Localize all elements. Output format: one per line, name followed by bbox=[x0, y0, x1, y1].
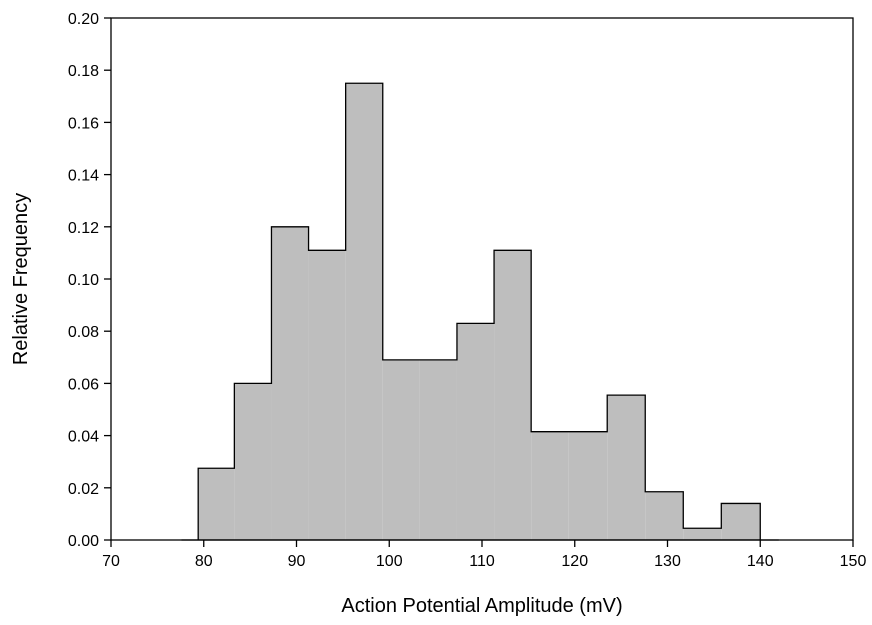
x-tick-label-2: 90 bbox=[288, 553, 306, 570]
y-tick-label-0: 0.00 bbox=[68, 533, 99, 550]
histogram-bar-1 bbox=[234, 383, 272, 540]
x-tick-label-5: 120 bbox=[561, 553, 588, 570]
y-tick-label-4: 0.08 bbox=[68, 324, 99, 341]
histogram-bar-0 bbox=[198, 468, 235, 540]
y-axis-label: Relative Frequency bbox=[10, 193, 32, 365]
y-tick-label-8: 0.16 bbox=[68, 115, 99, 132]
histogram-bar-5 bbox=[382, 359, 420, 540]
histogram-bars bbox=[198, 83, 761, 541]
x-tick-label-4: 110 bbox=[469, 553, 495, 570]
y-tick-label-5: 0.10 bbox=[68, 272, 99, 289]
histogram-bar-6 bbox=[419, 359, 457, 540]
histogram-bar-4 bbox=[345, 83, 383, 540]
histogram-outline bbox=[197, 82, 761, 540]
y-tick-label-10: 0.20 bbox=[68, 11, 99, 28]
histogram-bar-2 bbox=[271, 226, 309, 541]
y-axis: 0.00 0.02 0.04 0.06 0.08 0.10 0.12 0.14 0.16 0.18… bbox=[68, 11, 111, 550]
x-tick-label-7: 140 bbox=[747, 553, 774, 570]
histogram-bar-8 bbox=[494, 250, 532, 541]
x-tick-label-0: 70 bbox=[102, 553, 120, 570]
histogram-bar-10 bbox=[568, 431, 608, 540]
y-tick-label-2: 0.04 bbox=[68, 429, 99, 446]
y-tick-label-3: 0.06 bbox=[68, 376, 99, 393]
y-tick-label-6: 0.12 bbox=[68, 220, 99, 237]
x-tick-label-1: 80 bbox=[195, 553, 213, 570]
histogram-bar-12 bbox=[645, 491, 684, 540]
histogram-bar-13 bbox=[683, 528, 722, 540]
x-axis: 70 80 90 100 110 120 130 140 150 bbox=[102, 540, 866, 570]
histogram-bar-9 bbox=[531, 431, 569, 540]
histogram-bar-11 bbox=[607, 395, 646, 540]
x-tick-label-8: 150 bbox=[840, 553, 867, 570]
histogram-bar-7 bbox=[456, 323, 495, 540]
y-tick-label-7: 0.14 bbox=[68, 168, 99, 185]
x-tick-label-6: 130 bbox=[654, 553, 681, 570]
histogram-bar-14 bbox=[721, 503, 761, 540]
y-tick-label-1: 0.02 bbox=[68, 481, 99, 498]
x-tick-label-3: 100 bbox=[376, 553, 403, 570]
y-tick-label-9: 0.18 bbox=[68, 63, 99, 80]
histogram-bar-3 bbox=[308, 250, 346, 541]
x-axis-label: Action Potential Amplitude (mV) bbox=[341, 595, 622, 617]
